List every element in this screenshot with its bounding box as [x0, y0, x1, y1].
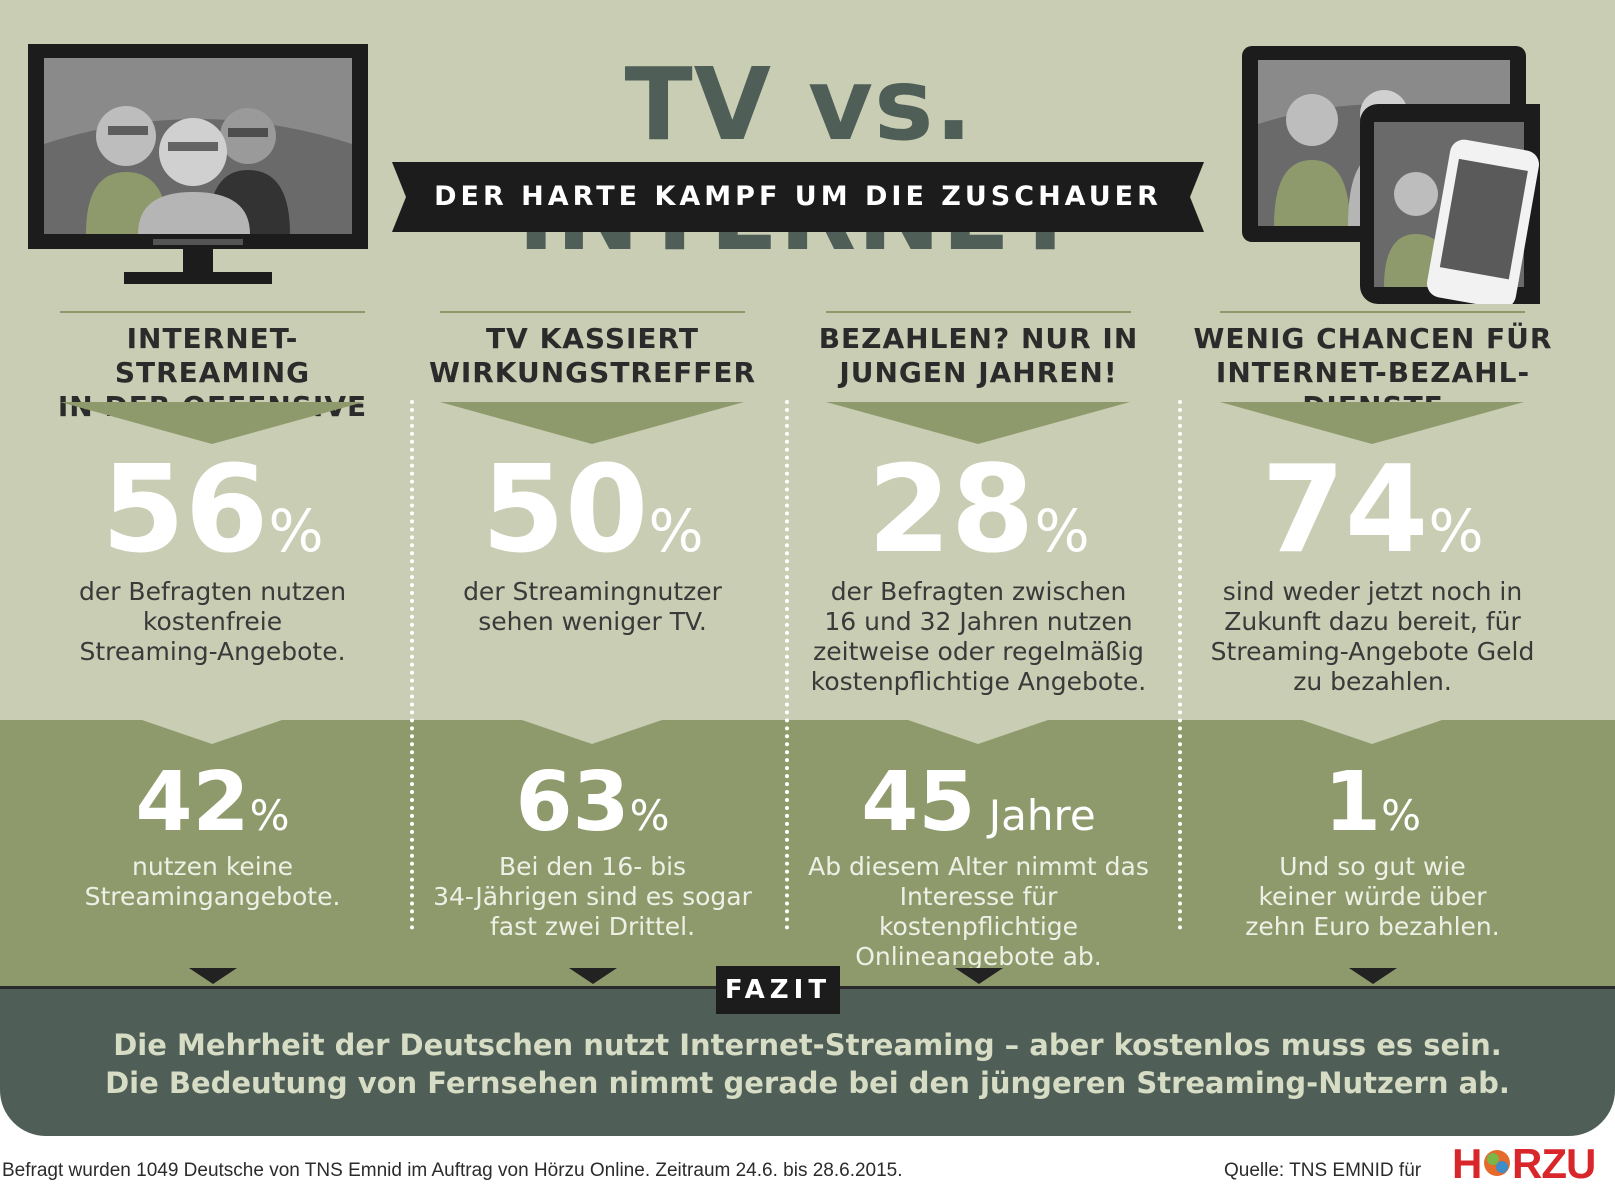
- column-4-stat: 74%: [1261, 441, 1484, 580]
- column-3-pointer: [955, 968, 1003, 984]
- column-4-arrow: [1220, 402, 1524, 444]
- svg-text:H: H: [1452, 1142, 1481, 1184]
- hoerzu-logo: H RZU: [1452, 1142, 1596, 1184]
- column-2-substat-desc: Bei den 16- bis 34-Jährigen sind es soga…: [433, 852, 752, 941]
- page-subtitle: DER HARTE KAMPF UM DIE ZUSCHAUER: [434, 181, 1162, 212]
- page-title: TV vs. INTERNET: [518, 46, 1080, 270]
- column-2-heading: TV KASSIERT WIRKUNGSTREFFER: [428, 322, 757, 389]
- column-1-pointer: [189, 968, 237, 984]
- column-1-stat: 56%: [101, 441, 324, 580]
- devices-illustration: [1242, 46, 1540, 304]
- column-4-substat: 1%: [1324, 755, 1421, 850]
- middle-band: [0, 720, 1615, 986]
- column-2-stat: 50%: [481, 441, 704, 580]
- column-4-rule: [1220, 311, 1525, 313]
- column-3-arrow: [826, 402, 1130, 444]
- infographic-card: TV vs. INTERNET DER HARTE KAMPF UM DIE Z…: [0, 0, 1615, 1136]
- divider-1: [410, 400, 414, 930]
- column-1-arrow: [60, 402, 364, 444]
- column-3-substat: 45 Jahre: [861, 755, 1096, 850]
- column-2-arrow: [440, 402, 744, 444]
- column-3-stat-desc: der Befragten zwischen 16 und 32 Jahren …: [810, 577, 1147, 696]
- column-1-substat-desc: nutzen keine Streamingangebote.: [84, 852, 341, 911]
- column-3-stat: 28%: [867, 441, 1090, 580]
- source-note: Quelle: TNS EMNID für: [1224, 1160, 1422, 1181]
- column-3-rule: [826, 311, 1131, 313]
- column-4-notch: [1302, 720, 1442, 744]
- person-left-icon: [96, 106, 156, 166]
- column-1-notch: [142, 720, 282, 744]
- column-2-stat-desc: der Streamingnutzer sehen weniger TV.: [463, 577, 722, 636]
- fazit-label: FAZIT: [716, 966, 840, 1014]
- tv-illustration: [28, 44, 368, 284]
- column-1-stat-desc: der Befragten nutzen kostenfreie Streami…: [78, 577, 347, 666]
- column-3-heading: BEZAHLEN? NUR IN JUNGEN JAHREN!: [818, 322, 1139, 389]
- column-1-substat: 42%: [135, 755, 290, 850]
- column-3-substat-desc: Ab diesem Alter nimmt das Interesse für …: [808, 852, 1149, 971]
- column-1-rule: [60, 311, 365, 313]
- column-4-stat-desc: sind weder jetzt noch in Zukunft dazu be…: [1210, 577, 1535, 696]
- column-3-notch: [908, 720, 1048, 744]
- fazit-text: Die Mehrheit der Deutschen nutzt Interne…: [105, 1028, 1510, 1100]
- subtitle-ribbon: DER HARTE KAMPF UM DIE ZUSCHAUER: [392, 162, 1204, 232]
- column-4-substat-desc: Und so gut wie keiner würde über zehn Eu…: [1245, 852, 1500, 941]
- svg-text:RZU: RZU: [1512, 1142, 1595, 1184]
- survey-footnote: Befragt wurden 1049 Deutsche von TNS Emn…: [2, 1160, 903, 1181]
- column-4-pointer: [1349, 968, 1397, 984]
- divider-2: [785, 400, 789, 930]
- divider-3: [1178, 400, 1182, 930]
- column-2-rule: [440, 311, 745, 313]
- column-2-substat: 63%: [515, 755, 670, 850]
- column-2-pointer: [569, 968, 617, 984]
- column-2-notch: [522, 720, 662, 744]
